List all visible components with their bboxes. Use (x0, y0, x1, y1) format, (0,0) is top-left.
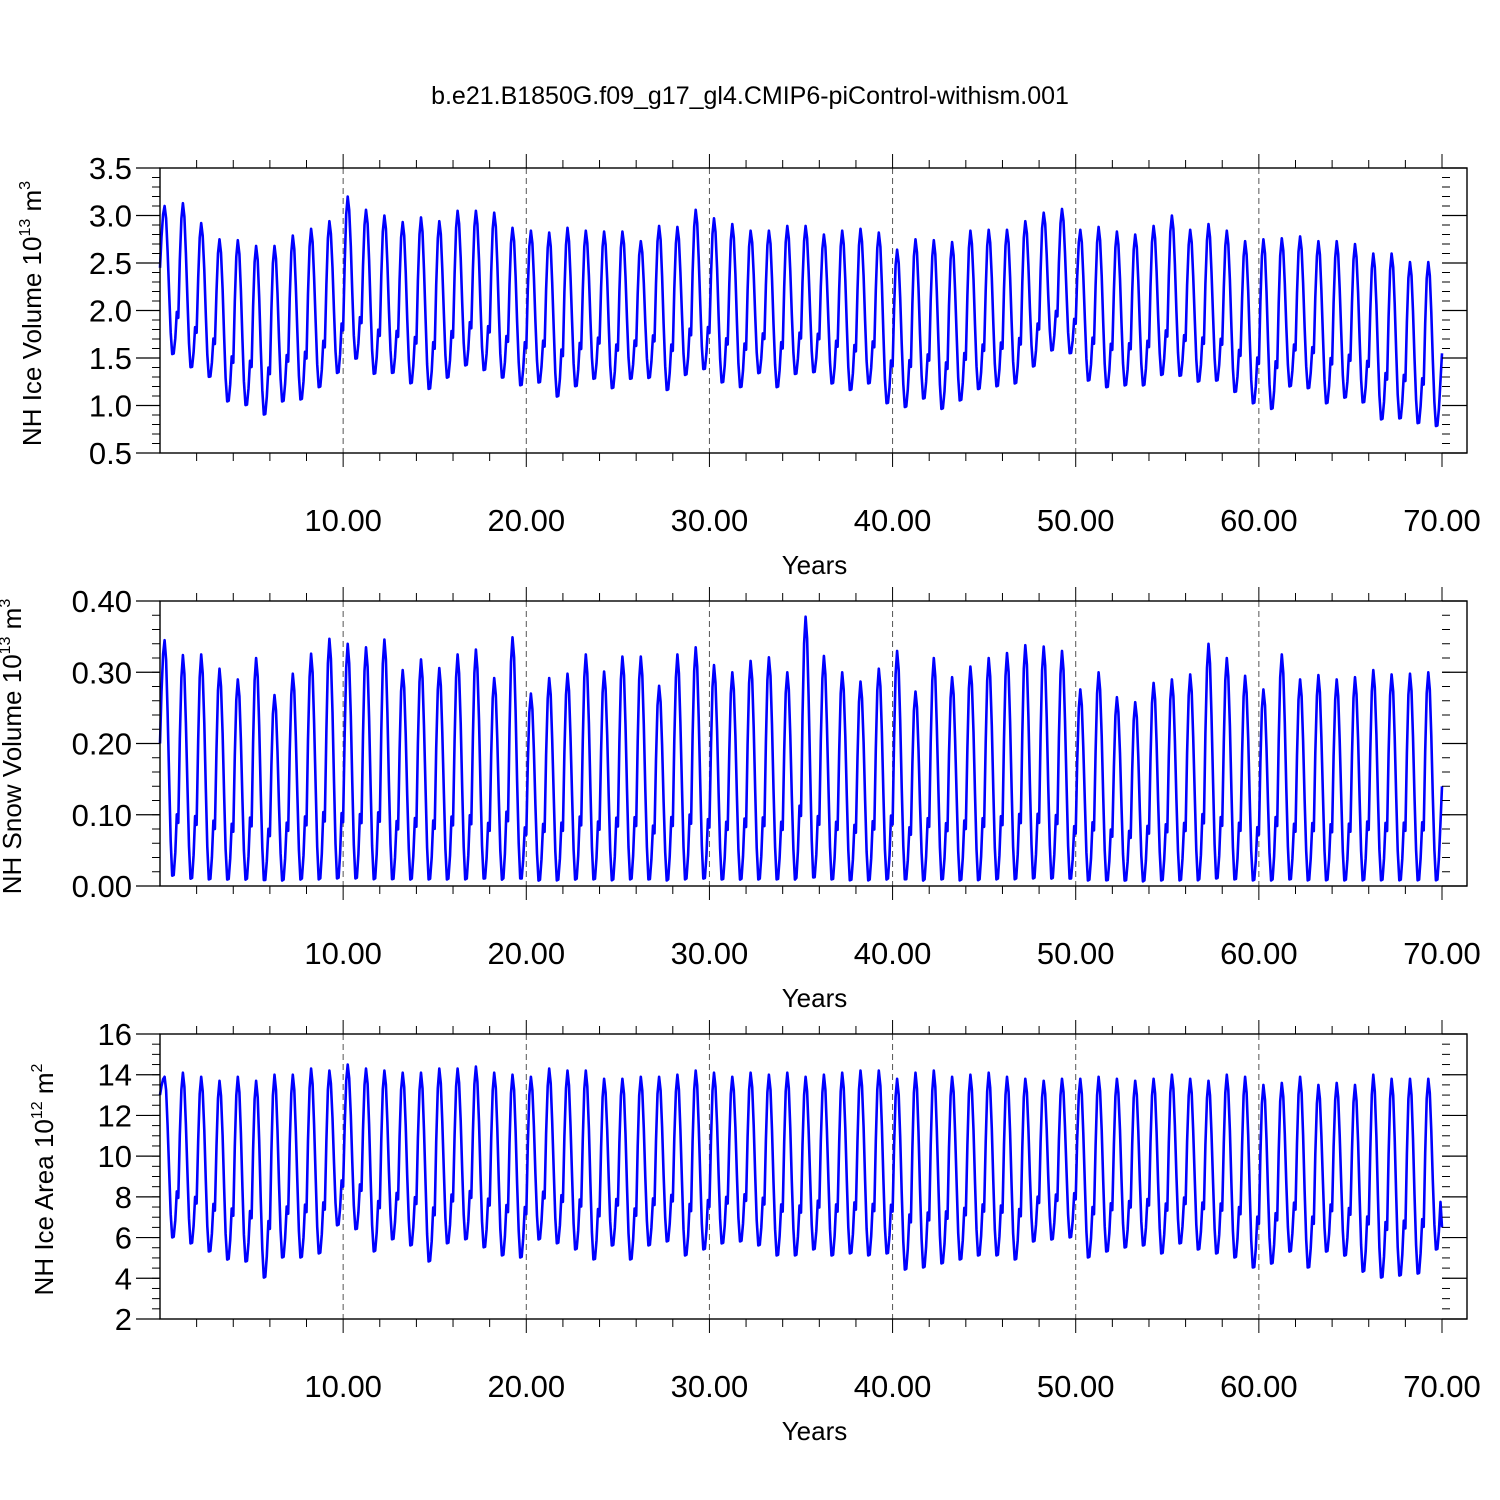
plot-frame (159, 1033, 1468, 1320)
plot-frame (159, 600, 1468, 887)
figure-title: b.e21.B1850G.f09_g17_gl4.CMIP6-piControl… (431, 82, 1069, 110)
x-tick-label: 70.00 (1403, 1369, 1481, 1404)
y-axis-label: NH Ice Area 1012 m2 (29, 1063, 59, 1295)
y-tick-label: 2.5 (89, 246, 132, 281)
y-tick-label: 10 (98, 1139, 132, 1174)
y-tick-label: 12 (98, 1098, 132, 1133)
y-tick-label: 2.0 (89, 294, 132, 329)
y-axis-label-unit-exponent: 2 (29, 1063, 46, 1072)
x-tick-label: 20.00 (487, 1369, 565, 1404)
series-line (158, 195, 1444, 428)
y-axis-label-exponent: 13 (17, 219, 34, 237)
y-axis-label-exponent: 12 (29, 1101, 46, 1119)
y-tick-label: 3.0 (89, 199, 132, 234)
y-axis-label: NH Ice Volume 1013 m3 (17, 181, 47, 446)
y-axis-label-text: NH Ice Volume 10 (17, 237, 47, 447)
x-tick-label: 50.00 (1037, 936, 1115, 971)
chart-panel-3: 2 4 6 8 10 12 14 16 10.00 20.00 30.00 40.00 50.00 60.… (29, 1017, 1481, 1446)
y-tick-label: 3.5 (89, 151, 132, 186)
x-tick-label: 20.00 (487, 936, 565, 971)
y-axis-label-unit: m (29, 1072, 59, 1101)
y-tick-label: 0.30 (72, 655, 132, 690)
panels: 0.51.01.52.02.53.03.510.00 20.00 30.00 40.0… (0, 151, 1481, 1446)
y-tick-label: 0.10 (72, 798, 132, 833)
x-tick-label: 20.00 (487, 503, 565, 538)
y-tick-label: 0.5 (89, 436, 132, 471)
plot-frame (159, 167, 1468, 454)
x-tick-label: 60.00 (1220, 936, 1298, 971)
y-tick-label: 0.00 (72, 869, 132, 904)
x-tick-label: 40.00 (854, 1369, 932, 1404)
y-tick-label: 0.40 (72, 584, 132, 619)
x-tick-label: 40.00 (854, 936, 932, 971)
y-axis-label-unit-exponent: 3 (17, 181, 34, 190)
series-line (158, 615, 1444, 883)
chart-panel-2: 0.00 0.10 0.20 0.30 0.40 10.00 20.00 30.00 40.00… (0, 584, 1481, 1013)
x-tick-label: 40.00 (854, 503, 932, 538)
x-axis-label: Years (782, 1416, 848, 1446)
x-tick-label: 50.00 (1037, 1369, 1115, 1404)
y-tick-label: 16 (98, 1017, 132, 1052)
x-tick-label: 30.00 (671, 503, 749, 538)
x-tick-label: 30.00 (671, 1369, 749, 1404)
chart-panel-1: 0.5 1.0 1.5 2.0 2.5 3.0 3.5 10.00 20.00 30.00 40.0… (17, 151, 1481, 580)
x-tick-label: 30.00 (671, 936, 749, 971)
y-tick-label: 4 (115, 1261, 132, 1296)
y-axis-label-unit: m (0, 608, 27, 637)
y-axis-label-unit-exponent: 3 (0, 599, 14, 608)
x-tick-label: 10.00 (304, 936, 382, 971)
y-axis-label-exponent: 13 (0, 636, 14, 654)
y-tick-label: 8 (115, 1180, 132, 1215)
y-axis-label: NH Snow Volume 1013 m3 (0, 599, 27, 895)
y-tick-label: 1.0 (89, 389, 132, 424)
y-tick-label: 2 (115, 1302, 132, 1337)
x-axis-label: Years (782, 550, 848, 580)
x-axis-label: Years (782, 983, 848, 1013)
y-axis-label-unit: m (17, 190, 47, 219)
x-tick-label: 10.00 (304, 503, 382, 538)
x-tick-label: 50.00 (1037, 503, 1115, 538)
x-tick-label: 60.00 (1220, 1369, 1298, 1404)
x-tick-label: 60.00 (1220, 503, 1298, 538)
y-tick-label: 14 (98, 1058, 132, 1093)
y-axis-label-text: NH Snow Volume 10 (0, 654, 27, 894)
x-tick-label: 70.00 (1403, 936, 1481, 971)
y-tick-label: 6 (115, 1221, 132, 1256)
y-tick-label: 1.5 (89, 341, 132, 376)
y-axis-label-text: NH Ice Area 10 (29, 1119, 59, 1295)
x-tick-label: 70.00 (1403, 503, 1481, 538)
series-line (158, 1063, 1444, 1279)
x-tick-label: 10.00 (304, 1369, 382, 1404)
y-tick-label: 0.20 (72, 727, 132, 762)
